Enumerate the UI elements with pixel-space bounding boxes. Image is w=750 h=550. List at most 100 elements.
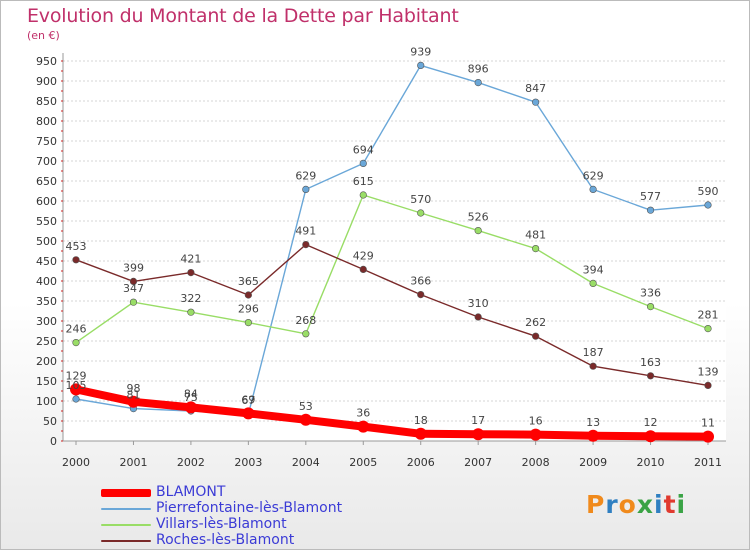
data-label: 12 bbox=[644, 416, 658, 429]
data-point bbox=[589, 279, 597, 288]
chart-title: Evolution du Montant de la Dette par Hab… bbox=[27, 5, 459, 27]
x-tick-label: 2011 bbox=[694, 456, 722, 469]
y-tick-label: 0 bbox=[50, 435, 57, 448]
data-point bbox=[587, 429, 600, 442]
y-tick-label: 900 bbox=[36, 75, 57, 88]
x-tick-label: 2000 bbox=[62, 456, 90, 469]
data-point bbox=[302, 330, 310, 338]
y-tick-label: 250 bbox=[36, 335, 57, 348]
series-line bbox=[72, 385, 712, 441]
data-point bbox=[704, 201, 712, 209]
data-point bbox=[589, 185, 597, 193]
legend-swatch bbox=[101, 489, 151, 497]
data-label: 481 bbox=[525, 229, 546, 242]
data-point bbox=[302, 241, 310, 249]
y-tick-label: 200 bbox=[36, 355, 57, 368]
legend-swatch bbox=[101, 508, 151, 510]
y-tick-label: 750 bbox=[36, 135, 57, 148]
data-label: 187 bbox=[583, 346, 604, 359]
data-point bbox=[529, 428, 542, 441]
data-point bbox=[704, 325, 712, 333]
x-tick-label: 2010 bbox=[637, 456, 665, 469]
data-point bbox=[129, 277, 138, 286]
data-point bbox=[72, 256, 80, 264]
y-tick-label: 150 bbox=[36, 375, 57, 388]
data-label: 526 bbox=[468, 211, 489, 224]
data-label: 590 bbox=[698, 185, 719, 198]
data-label: 896 bbox=[468, 63, 489, 76]
data-point bbox=[646, 372, 655, 380]
data-point bbox=[704, 381, 712, 390]
data-label: 366 bbox=[410, 275, 431, 288]
y-tick-label: 100 bbox=[36, 395, 57, 408]
data-label: 53 bbox=[299, 400, 313, 413]
logo-letter: i bbox=[654, 490, 664, 519]
legend-label: BLAMONT bbox=[156, 484, 226, 500]
data-point bbox=[359, 159, 367, 167]
y-tick-label: 500 bbox=[36, 235, 57, 248]
data-point bbox=[357, 420, 370, 433]
logo-letter: i bbox=[676, 490, 687, 519]
x-tick-label: 2005 bbox=[349, 456, 377, 469]
legend-label: Roches-lès-Blamont bbox=[156, 532, 295, 548]
x-tick-label: 2008 bbox=[522, 456, 550, 469]
data-point bbox=[646, 303, 655, 311]
data-point bbox=[72, 339, 80, 347]
data-label: 336 bbox=[640, 287, 661, 300]
data-point bbox=[187, 308, 195, 316]
data-label: 694 bbox=[353, 143, 374, 156]
data-label: 18 bbox=[414, 414, 428, 427]
data-point bbox=[702, 430, 714, 443]
y-tick-label: 950 bbox=[36, 55, 57, 68]
y-tick-label: 550 bbox=[36, 215, 57, 228]
data-label: 847 bbox=[525, 82, 546, 95]
data-point bbox=[299, 413, 312, 426]
x-tick-label: 2002 bbox=[177, 456, 205, 469]
logo-letter: o bbox=[618, 490, 637, 519]
data-point bbox=[474, 313, 482, 321]
data-point bbox=[589, 362, 597, 370]
data-point bbox=[532, 245, 540, 253]
legend-label: Pierrefontaine-lès-Blamont bbox=[156, 500, 343, 516]
data-point bbox=[72, 395, 80, 403]
data-label: 421 bbox=[180, 253, 201, 266]
data-label: 453 bbox=[66, 240, 87, 253]
data-point bbox=[414, 427, 427, 440]
data-label: 347 bbox=[123, 282, 144, 295]
legend-swatch bbox=[101, 524, 151, 526]
x-tick-label: 2001 bbox=[119, 456, 147, 469]
data-point bbox=[302, 185, 310, 193]
data-point bbox=[127, 395, 140, 408]
data-label: 615 bbox=[353, 175, 374, 188]
data-label: 268 bbox=[295, 314, 316, 327]
data-label: 75 bbox=[184, 391, 198, 404]
data-label: 67 bbox=[241, 394, 255, 407]
x-tick-label: 2004 bbox=[292, 456, 320, 469]
proxiti-logo: Proxiti bbox=[586, 490, 686, 519]
data-label: 11 bbox=[701, 417, 715, 430]
y-tick-label: 400 bbox=[36, 275, 57, 288]
y-tick-label: 450 bbox=[36, 255, 57, 268]
data-point bbox=[70, 383, 82, 396]
x-tick-label: 2006 bbox=[407, 456, 435, 469]
data-label: 129 bbox=[66, 369, 87, 382]
y-tick-label: 350 bbox=[36, 295, 57, 308]
data-point bbox=[359, 191, 367, 199]
x-tick-label: 2003 bbox=[234, 456, 262, 469]
y-tick-label: 650 bbox=[36, 175, 57, 188]
series-line bbox=[75, 194, 709, 344]
data-label: 246 bbox=[66, 323, 87, 336]
data-label: 16 bbox=[529, 415, 543, 428]
data-label: 939 bbox=[410, 45, 431, 58]
data-label: 98 bbox=[126, 382, 140, 395]
y-tick-label: 700 bbox=[36, 155, 57, 168]
data-label: 429 bbox=[353, 249, 374, 262]
data-label: 491 bbox=[295, 225, 316, 238]
x-tick-label: 2009 bbox=[579, 456, 607, 469]
data-point bbox=[646, 206, 655, 214]
data-label: 139 bbox=[698, 365, 719, 378]
data-label: 84 bbox=[184, 387, 198, 400]
data-point bbox=[644, 430, 657, 443]
data-point bbox=[129, 298, 138, 306]
